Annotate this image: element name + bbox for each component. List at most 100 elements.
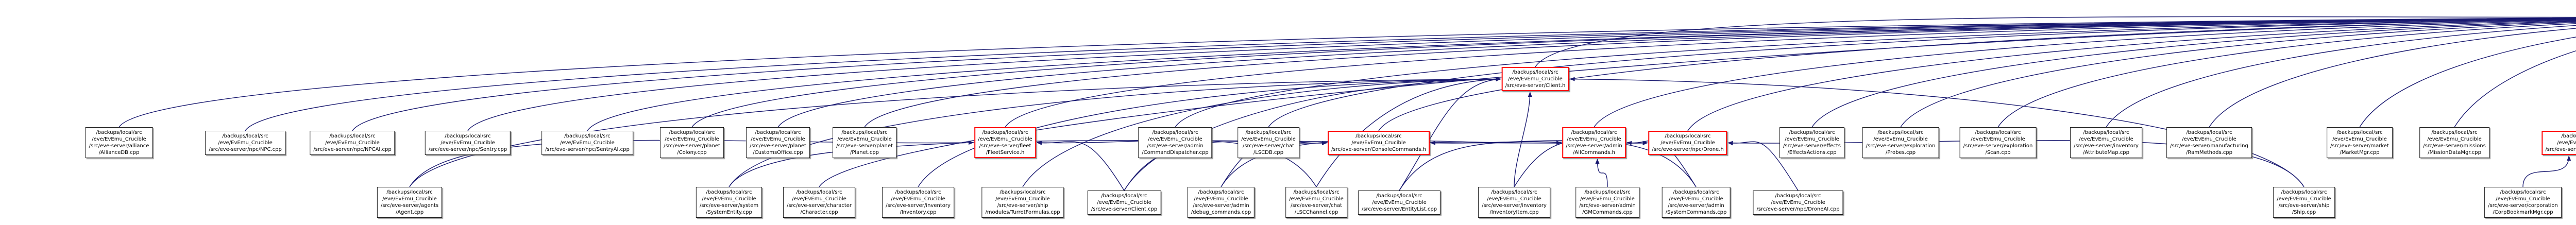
graph-node-label-line: /eve/EvEmu_Crucible	[325, 140, 380, 146]
graph-node-debug_commands[interactable]: /backups/local/src/eve/EvEmu_Crucible/sr…	[1187, 187, 1255, 218]
graph-node-label-line: /backups/local/src	[564, 133, 611, 139]
graph-node-label-line: /eve/EvEmu_Crucible	[1372, 200, 1427, 205]
graph-node-lscchannel[interactable]: /backups/local/src/eve/EvEmu_Crucible/sr…	[1285, 187, 1347, 218]
graph-node-label-line: /AttributeMap.cpp	[2082, 150, 2129, 155]
graph-node-pyservicecd_h[interactable]: /backups/local/src/eve/EvEmu_Crucible/sr…	[2541, 131, 2576, 155]
graph-node-label-line: /MarketMgr.cpp	[2340, 150, 2380, 155]
graph-node-entitylist[interactable]: /backups/local/src/eve/EvEmu_Crucible/sr…	[1358, 191, 1441, 215]
graph-node-commanddispatcher[interactable]: /backups/local/src/eve/EvEmu_Crucible/sr…	[1138, 127, 1212, 158]
graph-node-label-line: /Probes.cpp	[1885, 150, 1916, 155]
graph-node-probes[interactable]: /backups/local/src/eve/EvEmu_Crucible/sr…	[1862, 127, 1939, 158]
graph-node-label-line: /backups/local/src	[1245, 130, 1292, 135]
graph-node-label-line: /src/eve-server/npc/NPC.cpp	[209, 147, 282, 152]
graph-node-label-line: /CommandDispatcher.cpp	[1142, 150, 1209, 155]
graph-node-npcai[interactable]: /backups/local/src/eve/EvEmu_Crucible/sr…	[310, 131, 395, 155]
graph-edge-character_cpp-to-character_h	[819, 19, 2576, 187]
graph-node-label-line: /CustomsOffice.cpp	[753, 150, 803, 155]
graph-node-label-line: /InventoryItem.cpp	[1489, 210, 1539, 215]
graph-node-label-line: /eve/EvEmu_Crucible	[560, 140, 615, 146]
graph-node-label-line: /backups/local/src	[1571, 130, 1617, 135]
graph-node-label-line: /src/eve-server/admin	[1579, 203, 1636, 209]
graph-node-gmcommands[interactable]: /backups/local/src/eve/EvEmu_Crucible/sr…	[1575, 187, 1639, 218]
graph-node-label-line: /backups/local/src	[2500, 189, 2546, 195]
graph-node-label-line: /eve/EvEmu_Crucible	[382, 196, 437, 202]
graph-edge-inventoryitem-to-client_h	[1514, 92, 1532, 187]
graph-node-label-line: /src/eve-server/npc/Sentry.cpp	[428, 147, 507, 152]
graph-node-label-line: /backups/local/src	[2336, 130, 2383, 135]
graph-node-customsoffice[interactable]: /backups/local/src/eve/EvEmu_Crucible/sr…	[746, 127, 810, 158]
graph-node-label-line: /Planet.cpp	[850, 150, 879, 155]
graph-node-label-line: /AllCommands.h	[1573, 150, 1615, 155]
graph-node-label-line: /src/eve-server/planet	[750, 143, 806, 149]
graph-node-label-line: /src/eve-server/Client.h	[1505, 83, 1566, 89]
graph-node-label-line: /CorpBookmarkMgr.cpp	[2493, 210, 2553, 215]
graph-node-colony[interactable]: /backups/local/src/eve/EvEmu_Crucible/sr…	[660, 127, 724, 158]
graph-edge-allcommands_h-to-character_h	[1594, 20, 2576, 128]
graph-node-scan[interactable]: /backups/local/src/eve/EvEmu_Crucible/sr…	[1959, 127, 2037, 158]
graph-edge-turretformulas-to-client_h	[1022, 77, 1501, 187]
graph-node-lscdb[interactable]: /backups/local/src/eve/EvEmu_Crucible/sr…	[1238, 127, 1299, 158]
graph-node-droneai[interactable]: /backups/local/src/eve/EvEmu_Crucible/sr…	[1753, 191, 1843, 215]
graph-node-allcommands_h[interactable]: /backups/local/src/eve/EvEmu_Crucible/sr…	[1562, 127, 1626, 158]
graph-node-label-line: /eve/EvEmu_Crucible	[1567, 136, 1621, 142]
graph-node-client_cpp[interactable]: /backups/local/src/eve/EvEmu_Crucible/sr…	[1087, 191, 1161, 215]
graph-node-label-line: /src/eve-server/admin	[1193, 203, 1249, 209]
graph-node-rammethods[interactable]: /backups/local/src/eve/EvEmu_Crucible/sr…	[2166, 127, 2252, 158]
graph-node-systemcommands[interactable]: /backups/local/src/eve/EvEmu_Crucible/sr…	[1662, 187, 1731, 218]
graph-node-planet[interactable]: /backups/local/src/eve/EvEmu_Crucible/sr…	[833, 127, 896, 158]
graph-node-inventoryitem[interactable]: /backups/local/src/eve/EvEmu_Crucible/sr…	[1478, 187, 1550, 218]
graph-node-missiondatamgr[interactable]: /backups/local/src/eve/EvEmu_Crucible/sr…	[2419, 127, 2489, 158]
graph-node-sentry[interactable]: /backups/local/src/eve/EvEmu_Crucible/sr…	[425, 131, 511, 155]
graph-node-label-line: /backups/local/src	[222, 133, 268, 139]
graph-node-attributemap[interactable]: /backups/local/src/eve/EvEmu_Crucible/sr…	[2070, 127, 2142, 158]
graph-edge-fleetservice_h-to-character_h	[1005, 18, 2576, 128]
graph-node-label-line: /src/eve-server/EntityList.cpp	[1361, 206, 1437, 212]
graph-node-label-line: /src/eve-server/admin	[1668, 203, 1724, 209]
graph-node-label-line: /src/eve-server/chat	[1290, 203, 1343, 209]
graph-node-sentryai[interactable]: /backups/local/src/eve/EvEmu_Crucible/sr…	[541, 131, 633, 155]
graph-edge-client_cpp-to-client_h	[1124, 77, 1501, 191]
graph-node-label-line: /eve/EvEmu_Crucible	[218, 140, 273, 146]
graph-node-label-line: /Agent.cpp	[395, 210, 424, 215]
graph-node-label-line: /backups/local/src	[1584, 189, 1631, 195]
graph-node-client_h[interactable]: /backups/local/src/eve/EvEmu_Crucible/sr…	[1501, 67, 1569, 91]
graph-edge-rammethods-to-character_h	[2209, 28, 2576, 128]
graph-node-label-line: /src/eve-server/alliance	[89, 143, 149, 149]
graph-node-drone_h[interactable]: /backups/local/src/eve/EvEmu_Crucible/sr…	[1648, 131, 1727, 155]
graph-node-marketmgr[interactable]: /backups/local/src/eve/EvEmu_Crucible/sr…	[2327, 127, 2393, 158]
graph-node-label-line: /backups/local/src	[2186, 130, 2232, 135]
graph-node-systementity[interactable]: /backups/local/src/eve/EvEmu_Crucible/sr…	[696, 187, 762, 218]
graph-node-label-line: /backups/local/src	[2561, 133, 2576, 139]
graph-node-label-line: /backups/local/src	[1101, 193, 1147, 199]
graph-node-label-line: /eve/EvEmu_Crucible	[792, 196, 846, 202]
graph-node-label-line: /backups/local/src	[1775, 193, 1821, 199]
graph-node-character_cpp[interactable]: /backups/local/src/eve/EvEmu_Crucible/sr…	[783, 187, 856, 218]
graph-node-npc[interactable]: /backups/local/src/eve/EvEmu_Crucible/sr…	[205, 131, 285, 155]
graph-node-label-line: /src/eve-server/effects	[1783, 143, 1841, 149]
graph-node-label-line: /backups/local/src	[841, 130, 888, 135]
graph-node-label-line: /eve/EvEmu_Crucible	[1194, 196, 1248, 202]
graph-node-agent[interactable]: /backups/local/src/eve/EvEmu_Crucible/sr…	[377, 187, 443, 218]
graph-node-label-line: /backups/local/src	[1293, 189, 1340, 195]
graph-node-ship_cpp[interactable]: /backups/local/src/eve/EvEmu_Crucible/sr…	[2273, 187, 2335, 218]
graph-node-corpbookmarkmgr[interactable]: /backups/local/src/eve/EvEmu_Crucible/sr…	[2484, 187, 2562, 218]
graph-node-label-line: /src/eve-server/inventory	[886, 203, 951, 209]
graph-node-label-line: /eve/EvEmu_Crucible	[1771, 200, 1825, 205]
graph-node-alliancedb[interactable]: /backups/local/src/eve/EvEmu_Crucible/sr…	[85, 127, 153, 158]
graph-node-label-line: /eve/EvEmu_Crucible	[978, 136, 1032, 142]
graph-node-effectsactions[interactable]: /backups/local/src/eve/EvEmu_Crucible/sr…	[1779, 127, 1845, 158]
graph-node-label-line: /src/eve-server/Client.cpp	[1091, 206, 1158, 212]
graph-node-label-line: /AllianceDB.cpp	[98, 150, 140, 155]
graph-node-consolecommands_h[interactable]: /backups/local/src/eve/EvEmu_Crucible/sr…	[1327, 131, 1430, 155]
graph-node-label-line: /src/eve-server/corporation	[2488, 203, 2558, 209]
graph-node-label-line: /eve/EvEmu_Crucible	[2427, 136, 2482, 142]
graph-edge-lscdb-to-character_h	[1268, 19, 2576, 128]
graph-node-turretformulas[interactable]: /backups/local/src/eve/EvEmu_Crucible/sr…	[981, 187, 1064, 218]
graph-edge-drone_h-to-character_h	[1687, 21, 2576, 131]
graph-node-label-line: /src/eve-server/character	[786, 203, 852, 209]
graph-node-inventory_cpp[interactable]: /backups/local/src/eve/EvEmu_Crucible/sr…	[882, 187, 954, 218]
graph-node-label-line: /backups/local/src	[2281, 189, 2327, 195]
graph-node-fleetservice_h[interactable]: /backups/local/src/eve/EvEmu_Crucible/sr…	[974, 127, 1036, 158]
graph-node-label-line: /backups/local/src	[1975, 130, 2021, 135]
graph-edge-entitylist-to-client_h	[1399, 77, 1501, 191]
